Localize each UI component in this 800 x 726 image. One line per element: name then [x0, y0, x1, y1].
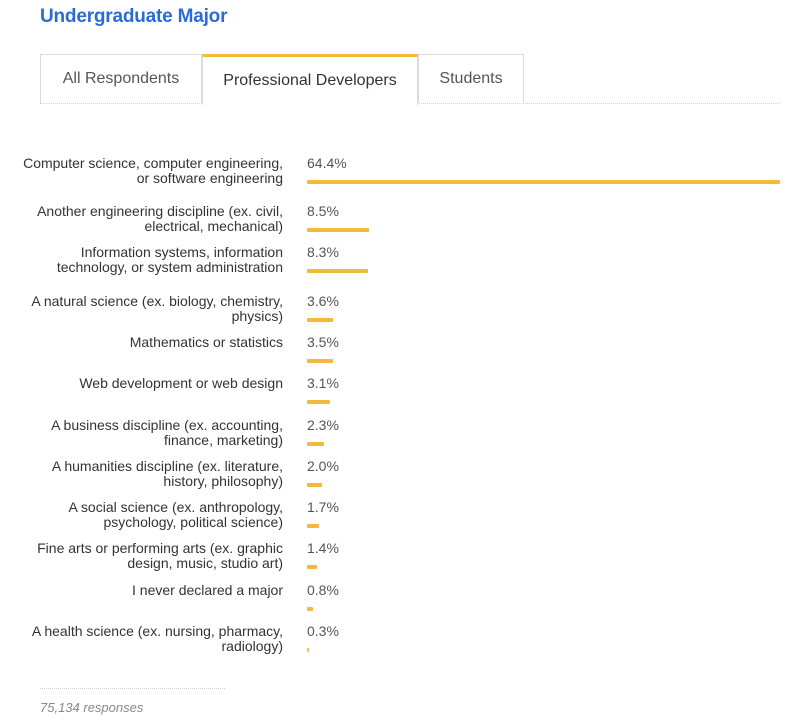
bar — [307, 524, 319, 528]
bar — [307, 648, 309, 652]
respondent-tabs: All Respondents Professional Developers … — [40, 54, 780, 105]
category-label: A health science (ex. nursing, pharmacy,… — [31, 623, 283, 654]
bar — [307, 442, 324, 446]
category-label: A natural science (ex. biology, chemistr… — [31, 293, 283, 324]
bar — [307, 228, 369, 232]
category-label: A humanities discipline (ex. literature,… — [51, 458, 283, 489]
category-label: A social science (ex. anthropology, psyc… — [68, 499, 283, 530]
tab-professional-developers[interactable]: Professional Developers — [202, 54, 418, 105]
data-label: 8.3% — [307, 244, 339, 260]
data-label: 0.8% — [307, 582, 339, 598]
data-label: 3.5% — [307, 334, 339, 350]
tab-students[interactable]: Students — [418, 54, 524, 103]
bar — [307, 607, 313, 611]
data-label: 3.1% — [307, 375, 339, 391]
bar — [307, 269, 368, 273]
category-label: Fine arts or performing arts (ex. graphi… — [37, 540, 283, 571]
data-label: 3.6% — [307, 293, 339, 309]
page-title: Undergraduate Major — [40, 6, 228, 27]
data-label: 1.7% — [307, 499, 339, 515]
major-bar-chart: Computer science, computer engineering, … — [0, 150, 800, 670]
category-label: I never declared a major — [132, 582, 283, 598]
category-label: A business discipline (ex. accounting, f… — [51, 417, 283, 448]
category-label: Web development or web design — [79, 375, 283, 391]
bar — [307, 483, 322, 487]
bar — [307, 400, 330, 404]
data-label: 2.0% — [307, 458, 339, 474]
tab-all-respondents[interactable]: All Respondents — [40, 54, 202, 103]
bar — [307, 318, 333, 322]
response-count: 75,134 responses — [40, 700, 144, 715]
data-label: 2.3% — [307, 417, 339, 433]
bar — [307, 180, 780, 184]
data-label: 0.3% — [307, 623, 339, 639]
bar — [307, 565, 317, 569]
data-label: 64.4% — [307, 155, 347, 171]
category-label: Computer science, computer engineering, … — [23, 155, 283, 186]
data-label: 8.5% — [307, 203, 339, 219]
data-label: 1.4% — [307, 540, 339, 556]
bar — [307, 359, 333, 363]
category-label: Information systems, information technol… — [56, 244, 283, 275]
category-label: Mathematics or statistics — [129, 334, 283, 350]
category-label: Another engineering discipline (ex. civi… — [37, 203, 283, 234]
footer-divider — [40, 688, 225, 689]
